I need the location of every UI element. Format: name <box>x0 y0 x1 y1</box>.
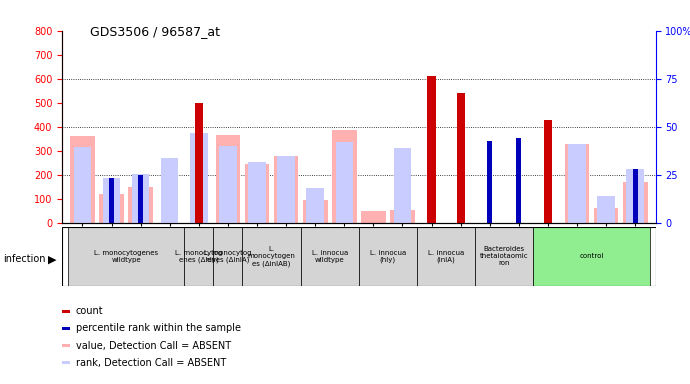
Text: ▶: ▶ <box>48 254 57 264</box>
Text: rank, Detection Call = ABSENT: rank, Detection Call = ABSENT <box>76 358 226 368</box>
Bar <box>390 210 415 223</box>
Text: L. innocua
(hly): L. innocua (hly) <box>370 250 406 263</box>
Text: L. monocytog
enes (Δhly): L. monocytog enes (Δhly) <box>175 250 223 263</box>
Text: L. monocytog
enes (ΔinlA): L. monocytog enes (ΔinlA) <box>204 250 252 263</box>
Bar <box>242 227 301 286</box>
Bar <box>274 156 299 223</box>
Bar <box>627 169 644 223</box>
Bar <box>68 227 184 286</box>
Text: L. innocua
wildtype: L. innocua wildtype <box>312 250 348 263</box>
Bar <box>103 178 120 223</box>
Bar <box>303 200 328 223</box>
Bar <box>598 196 615 223</box>
Bar <box>569 144 586 223</box>
Bar <box>99 194 124 223</box>
Bar <box>593 208 618 223</box>
Bar <box>109 178 114 223</box>
Bar <box>359 227 417 286</box>
Text: percentile rank within the sample: percentile rank within the sample <box>76 323 241 333</box>
Bar <box>196 133 201 223</box>
Bar <box>245 164 269 223</box>
Bar <box>533 227 650 286</box>
Bar <box>427 76 435 223</box>
Bar <box>215 135 240 223</box>
Text: count: count <box>76 306 104 316</box>
Bar <box>335 142 353 223</box>
Bar <box>190 133 208 223</box>
Text: control: control <box>580 253 604 259</box>
Bar <box>417 227 475 286</box>
Text: L. monocytogenes
wildtype: L. monocytogenes wildtype <box>94 250 158 263</box>
Text: value, Detection Call = ABSENT: value, Detection Call = ABSENT <box>76 341 231 351</box>
Bar <box>74 147 91 223</box>
Bar <box>219 146 237 223</box>
Bar <box>623 182 647 223</box>
Bar <box>458 130 463 223</box>
Bar <box>487 141 493 223</box>
Bar <box>457 93 464 223</box>
Text: infection: infection <box>3 254 46 264</box>
Bar <box>475 227 533 286</box>
Bar <box>301 227 359 286</box>
Bar <box>516 137 522 223</box>
Bar <box>213 227 242 286</box>
Text: Bacteroides
thetaiotaomic
ron: Bacteroides thetaiotaomic ron <box>480 246 529 266</box>
Bar <box>394 148 411 223</box>
Bar <box>195 103 203 223</box>
Bar <box>161 158 179 223</box>
Bar <box>429 126 434 223</box>
Bar <box>277 156 295 223</box>
Bar <box>633 169 638 223</box>
Bar <box>138 175 144 223</box>
Text: L.
monocytogen
es (ΔinlAB): L. monocytogen es (ΔinlAB) <box>248 246 295 266</box>
Bar <box>70 136 95 223</box>
Bar <box>332 130 357 223</box>
Bar <box>544 119 552 223</box>
Text: GDS3506 / 96587_at: GDS3506 / 96587_at <box>90 25 219 38</box>
Bar <box>128 187 153 223</box>
Bar <box>564 144 589 223</box>
Bar <box>248 162 266 223</box>
Bar <box>361 211 386 223</box>
Text: L. innocua
(inlA): L. innocua (inlA) <box>428 250 464 263</box>
Bar <box>132 174 149 223</box>
Bar <box>184 227 213 286</box>
Bar <box>306 188 324 223</box>
Bar <box>545 136 551 223</box>
